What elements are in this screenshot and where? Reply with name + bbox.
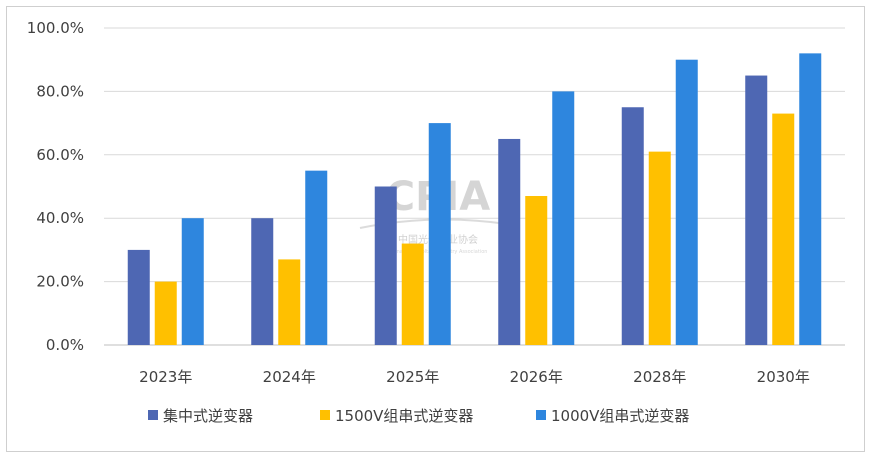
bar [799, 53, 822, 346]
x-tick-label: 2028年 [633, 368, 686, 386]
x-tick-label: 2024年 [263, 368, 316, 386]
y-tick-label: 20.0% [36, 273, 84, 291]
bar [181, 218, 204, 345]
bar [401, 243, 424, 345]
legend-swatch [536, 410, 546, 420]
bar [154, 281, 177, 345]
y-axis-ticks: 0.0% 20.0% 40.0% 60.0% 80.0% 100.0% [27, 19, 84, 354]
bar [772, 113, 795, 345]
x-tick-label: 2030年 [757, 368, 810, 386]
legend-swatch [320, 410, 330, 420]
y-tick-label: 40.0% [36, 209, 84, 227]
x-tick-label: 2026年 [510, 368, 563, 386]
bar [127, 249, 150, 345]
bar [278, 259, 301, 345]
bars [127, 53, 822, 346]
x-tick-label: 2025年 [386, 368, 439, 386]
gridlines [104, 27, 845, 346]
bar [251, 218, 274, 345]
bar [525, 196, 548, 345]
legend-label: 1000V组串式逆变器 [551, 407, 689, 425]
legend: 集中式逆变器 1500V组串式逆变器 1000V组串式逆变器 [148, 407, 689, 425]
bar [621, 107, 644, 345]
y-tick-label: 60.0% [36, 146, 84, 164]
legend-label: 1500V组串式逆变器 [335, 407, 473, 425]
x-tick-label: 2023年 [139, 368, 192, 386]
y-tick-label: 0.0% [46, 336, 84, 354]
bar [374, 186, 397, 345]
bar [305, 170, 328, 345]
bar [552, 91, 575, 346]
bar [675, 59, 698, 345]
bar [428, 123, 451, 345]
x-axis-categories: 2023年 2024年 2025年 2026年 2028年 2030年 [139, 368, 810, 386]
bar [648, 151, 671, 345]
bar [498, 138, 521, 345]
legend-label: 集中式逆变器 [163, 407, 253, 425]
bar [745, 75, 768, 346]
legend-swatch [148, 410, 158, 420]
y-tick-label: 80.0% [36, 82, 84, 100]
y-tick-label: 100.0% [27, 19, 84, 37]
